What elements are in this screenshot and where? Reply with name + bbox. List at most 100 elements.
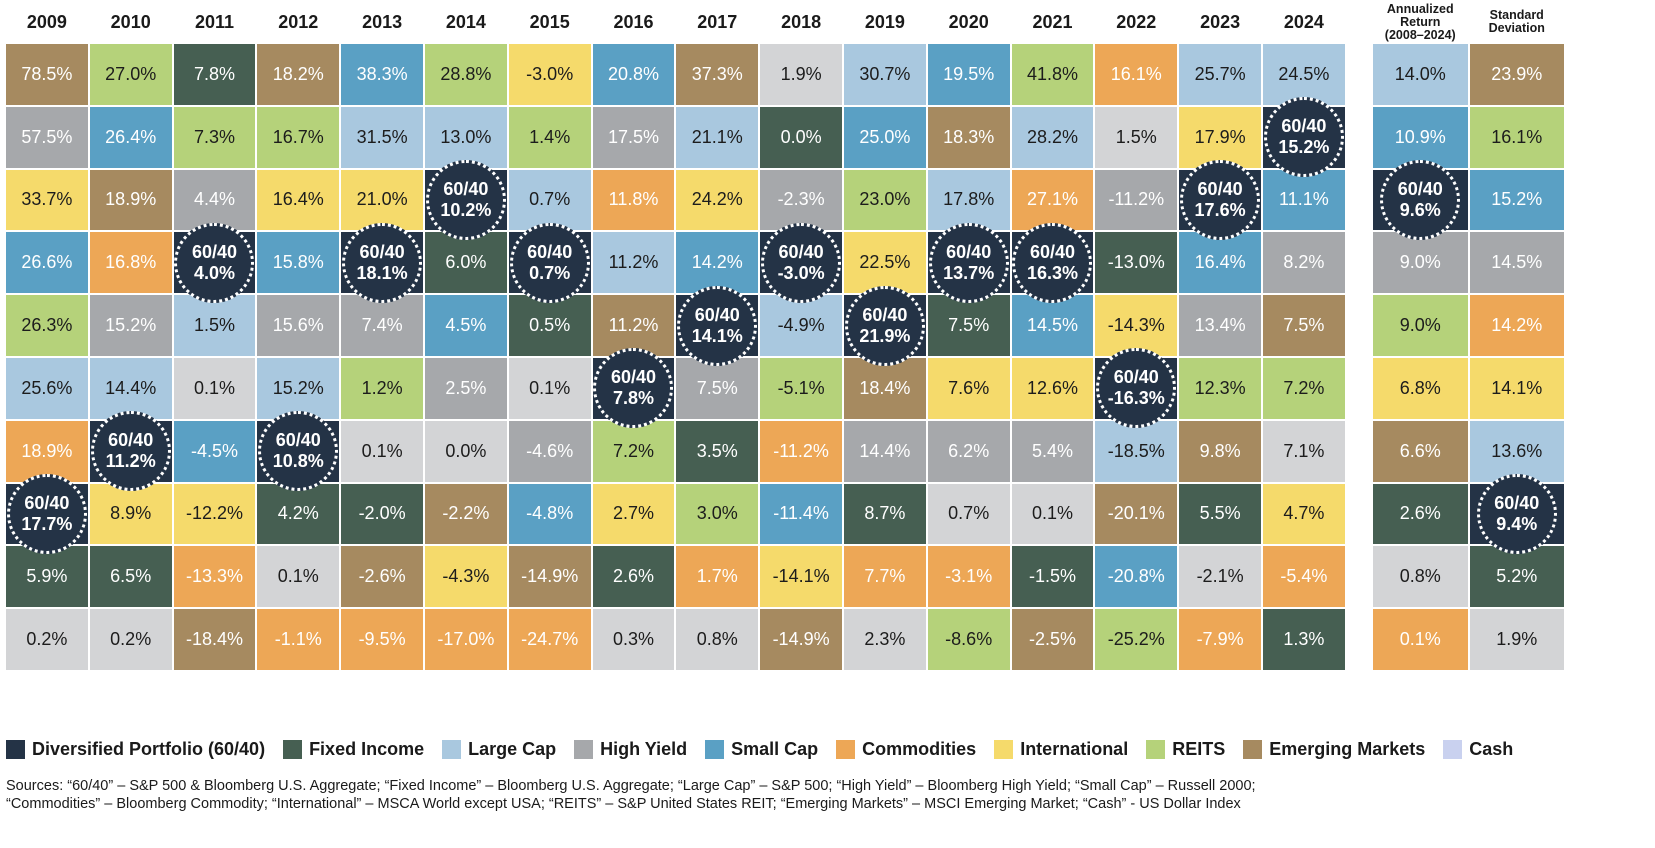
cell-stdev-rank-4-hy: 14.5% — [1469, 232, 1564, 294]
cell-2023-rank-8-fi: 5.5% — [1179, 483, 1261, 545]
cell-2010-rank-1-re: 27.0% — [89, 44, 172, 105]
cell-annualized-rank-2-sc: 10.9% — [1373, 106, 1468, 168]
cell-annualized-rank-1-lc: 14.0% — [1373, 44, 1468, 105]
legend-swatch-ca — [1443, 739, 1463, 759]
cell-2022-rank-1-co: 16.1% — [1095, 44, 1178, 105]
cell-2009-rank-6-lc: 25.6% — [6, 358, 88, 419]
cell-2024-rank-2-mix: 60/40 15.2% — [1263, 97, 1345, 178]
cell-2015-rank-6-ca: 0.1% — [508, 358, 591, 419]
cell-2023-rank-10-co: -7.9% — [1179, 609, 1261, 670]
sources-note: Sources: “60/40” – S&P 500 & Bloomberg U… — [6, 777, 1606, 813]
cell-2011-rank-6-ca: 0.1% — [173, 358, 256, 419]
cell-2021-rank-7-hy: 5.4% — [1011, 420, 1094, 482]
cell-2014-rank-1-re: 28.8% — [425, 44, 507, 105]
cell-stdev-rank-9-fi: 5.2% — [1469, 546, 1564, 608]
legend-swatch-co — [836, 739, 856, 759]
column-header-2014: 2014 — [445, 11, 486, 32]
portfolio-badge: 60/40 7.8% — [593, 348, 674, 429]
legend-label-hy: High Yield — [600, 738, 688, 759]
cell-2013-rank-2-lc: 31.5% — [341, 106, 423, 168]
legend-item-co: Commodities — [836, 739, 976, 760]
column-header-2023: 2023 — [1200, 11, 1241, 32]
cell-2010-rank-7-mix: 60/40 11.2% — [89, 411, 172, 492]
cell-2024-rank-4-hy: 8.2% — [1263, 232, 1345, 294]
cell-2019-rank-4-in: 22.5% — [844, 232, 926, 294]
cell-2010-rank-2-sc: 26.4% — [89, 106, 172, 168]
cell-2019-rank-10-ca: 2.3% — [844, 609, 926, 670]
cell-2018-rank-7-co: -11.2% — [760, 420, 842, 482]
cell-stdev-rank-8-mix: 60/40 9.4% — [1469, 473, 1564, 554]
cell-2023-rank-1-lc: 25.7% — [1179, 44, 1261, 105]
cell-2016-rank-9-fi: 2.6% — [592, 546, 675, 608]
cell-2011-rank-10-em: -18.4% — [173, 609, 256, 670]
cell-2022-rank-7-lc: -18.5% — [1095, 420, 1178, 482]
cell-2022-rank-3-hy: -11.2% — [1095, 169, 1178, 231]
cell-2018-rank-10-em: -14.9% — [760, 609, 842, 670]
portfolio-badge: 60/40 11.2% — [90, 411, 171, 492]
cell-2021-rank-5-sc: 14.5% — [1011, 295, 1094, 356]
cell-2024-rank-3-sc: 11.1% — [1263, 169, 1345, 231]
portfolio-badge: 60/40 21.9% — [844, 285, 925, 366]
column-header-2022: 2022 — [1116, 11, 1157, 32]
cell-2017-rank-9-co: 1.7% — [676, 546, 759, 608]
cell-2018-rank-3-hy: -2.3% — [760, 169, 842, 231]
legend-swatch-em — [1243, 739, 1263, 759]
cell-2011-rank-9-co: -13.3% — [173, 546, 256, 608]
cell-2024-rank-7-ca: 7.1% — [1263, 420, 1345, 482]
cell-2013-rank-3-in: 21.0% — [341, 169, 423, 231]
cell-2015-rank-2-re: 1.4% — [508, 106, 591, 168]
cell-2009-rank-7-co: 18.9% — [6, 420, 88, 482]
cell-stdev-rank-1-em: 23.9% — [1469, 44, 1564, 105]
cell-2009-rank-8-mix: 60/40 17.7% — [6, 473, 88, 554]
column-header-2020: 2020 — [948, 11, 989, 32]
cell-2010-rank-4-co: 16.8% — [89, 232, 172, 294]
cell-2021-rank-8-ca: 0.1% — [1011, 483, 1094, 545]
legend: Diversified Portfolio (60/40) Fixed Incom… — [6, 736, 1646, 762]
cell-stdev-rank-5-co: 14.2% — [1469, 295, 1564, 356]
legend-swatch-mix — [6, 739, 25, 759]
cell-2011-rank-1-fi: 7.8% — [173, 44, 256, 105]
cell-2014-rank-3-mix: 60/40 10.2% — [425, 159, 507, 240]
cell-stdev-rank-10-ca: 1.9% — [1469, 609, 1564, 670]
legend-item-sc: Small Cap — [705, 739, 818, 760]
column-header-2010: 2010 — [110, 11, 151, 32]
cell-2012-rank-10-co: -1.1% — [257, 609, 340, 670]
cell-2013-rank-8-fi: -2.0% — [341, 483, 423, 545]
cell-2022-rank-4-fi: -13.0% — [1095, 232, 1178, 294]
cell-2022-rank-5-in: -14.3% — [1095, 295, 1178, 356]
legend-label-lc: Large Cap — [468, 738, 557, 759]
column-header-2009: 2009 — [26, 11, 67, 32]
cell-stdev-rank-6-in: 14.1% — [1469, 358, 1564, 419]
legend-label-fi: Fixed Income — [309, 738, 425, 759]
portfolio-badge: 60/40 17.7% — [6, 473, 87, 554]
cell-2023-rank-6-re: 12.3% — [1179, 358, 1261, 419]
legend-label-ca: Cash — [1469, 738, 1514, 759]
cell-2012-rank-6-lc: 15.2% — [257, 358, 340, 419]
cell-annualized-rank-7-em: 6.6% — [1373, 420, 1468, 482]
portfolio-badge: 60/40 17.6% — [1180, 159, 1261, 240]
cell-annualized-rank-8-fi: 2.6% — [1373, 483, 1468, 545]
cell-2014-rank-5-sc: 4.5% — [425, 295, 507, 356]
cell-2019-rank-9-co: 7.7% — [844, 546, 926, 608]
cell-2011-rank-3-hy: 4.4% — [173, 169, 256, 231]
cell-2016-rank-3-co: 11.8% — [592, 169, 675, 231]
cell-2015-rank-4-mix: 60/40 0.7% — [508, 222, 591, 303]
cell-2019-rank-3-re: 23.0% — [844, 169, 926, 231]
cell-2017-rank-7-fi: 3.5% — [676, 420, 759, 482]
cell-2020-rank-9-co: -3.1% — [927, 546, 1010, 608]
cell-2020-rank-3-lc: 17.8% — [927, 169, 1010, 231]
cell-annualized-rank-4-hy: 9.0% — [1373, 232, 1468, 294]
cell-2021-rank-9-fi: -1.5% — [1011, 546, 1094, 608]
cell-stdev-rank-7-lc: 13.6% — [1469, 420, 1564, 482]
cell-2018-rank-6-re: -5.1% — [760, 358, 842, 419]
legend-item-em: Emerging Markets — [1243, 739, 1425, 760]
column-header-2015: 2015 — [529, 11, 570, 32]
legend-swatch-re — [1146, 739, 1166, 759]
column-header-2013: 2013 — [362, 11, 403, 32]
legend-item-mix: Diversified Portfolio (60/40) — [6, 739, 265, 760]
cell-2019-rank-6-em: 18.4% — [844, 358, 926, 419]
cell-2016-rank-1-sc: 20.8% — [592, 44, 675, 105]
cell-2012-rank-4-sc: 15.8% — [257, 232, 340, 294]
column-header-2019: 2019 — [864, 11, 905, 32]
cell-2024-rank-8-in: 4.7% — [1263, 483, 1345, 545]
